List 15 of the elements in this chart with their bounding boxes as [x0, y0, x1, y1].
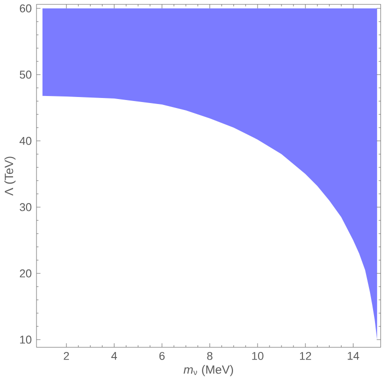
x-tick-label: 12 — [300, 352, 312, 360]
x-tick-label: 10 — [252, 352, 264, 360]
y-tick-label: 20 — [20, 269, 32, 278]
y-tick-label: 10 — [20, 336, 32, 344]
y-tick-label: 30 — [20, 203, 32, 212]
x-axis-title: m$_{ν}$ (MeV) — [184, 365, 234, 376]
x-tick-label: 2 — [64, 352, 69, 360]
y-tick-label: 60 — [20, 4, 32, 12]
y-tick-label: 50 — [20, 70, 32, 79]
x-tick-label: 4 — [111, 352, 117, 360]
x-tick-label: 6 — [159, 352, 165, 360]
x-tick-label: 8 — [207, 352, 212, 360]
x-tick-label: 14 — [348, 352, 360, 360]
y-axis-title: Λ (TeV) — [4, 156, 16, 196]
y-tick-label: 40 — [20, 136, 32, 145]
